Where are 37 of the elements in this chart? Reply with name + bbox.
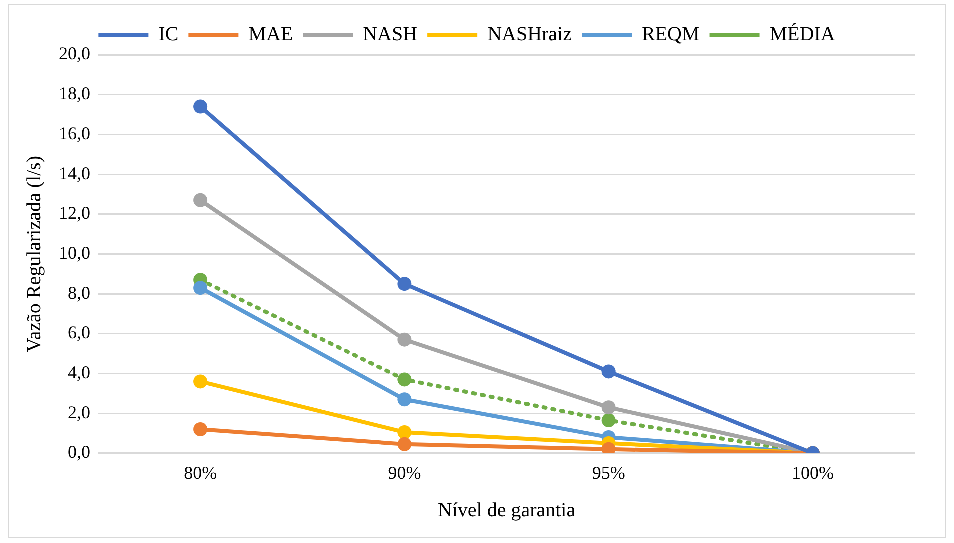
y-tick-label: 14,0: [59, 163, 90, 184]
x-tick-label: 95%: [592, 462, 626, 483]
point: [602, 364, 616, 379]
y-tick-label: 10,0: [59, 242, 90, 263]
legend-label: MAE: [248, 23, 294, 46]
y-axis-title: Vazão Regularizada (l/s): [23, 156, 46, 352]
y-tick-label: 2,0: [68, 402, 90, 422]
legend-label: NASHraiz: [488, 23, 572, 46]
y-tick-label: 6,0: [68, 322, 90, 343]
point: [602, 414, 616, 428]
point: [194, 374, 208, 389]
x-axis-title: Nível de garantia: [438, 499, 576, 522]
y-tick-label: 16,0: [59, 123, 90, 144]
point: [194, 422, 208, 436]
y-tick-label: 18,0: [59, 84, 90, 104]
point: [194, 281, 208, 296]
y-tick-label: 0,0: [68, 442, 90, 462]
legend-label: NASH: [363, 23, 418, 46]
point: [398, 372, 412, 387]
legend-label: REQM: [642, 23, 700, 46]
legend-label: IC: [158, 23, 179, 46]
y-tick-label: 20,0: [59, 44, 90, 64]
point: [398, 332, 412, 347]
x-tick-label: 100%: [792, 462, 834, 483]
x-tick-label: 80%: [184, 462, 218, 483]
point: [602, 400, 616, 415]
y-tick-label: 8,0: [68, 282, 90, 303]
x-tick-label: 90%: [388, 462, 422, 483]
point: [398, 425, 412, 440]
point: [194, 193, 208, 208]
y-tick-label: 12,0: [59, 203, 90, 224]
point: [398, 437, 412, 452]
point: [398, 392, 412, 407]
point: [398, 277, 412, 292]
y-tick-label: 4,0: [68, 362, 90, 382]
point: [194, 100, 208, 114]
legend-label: MÉDIA: [770, 22, 836, 46]
